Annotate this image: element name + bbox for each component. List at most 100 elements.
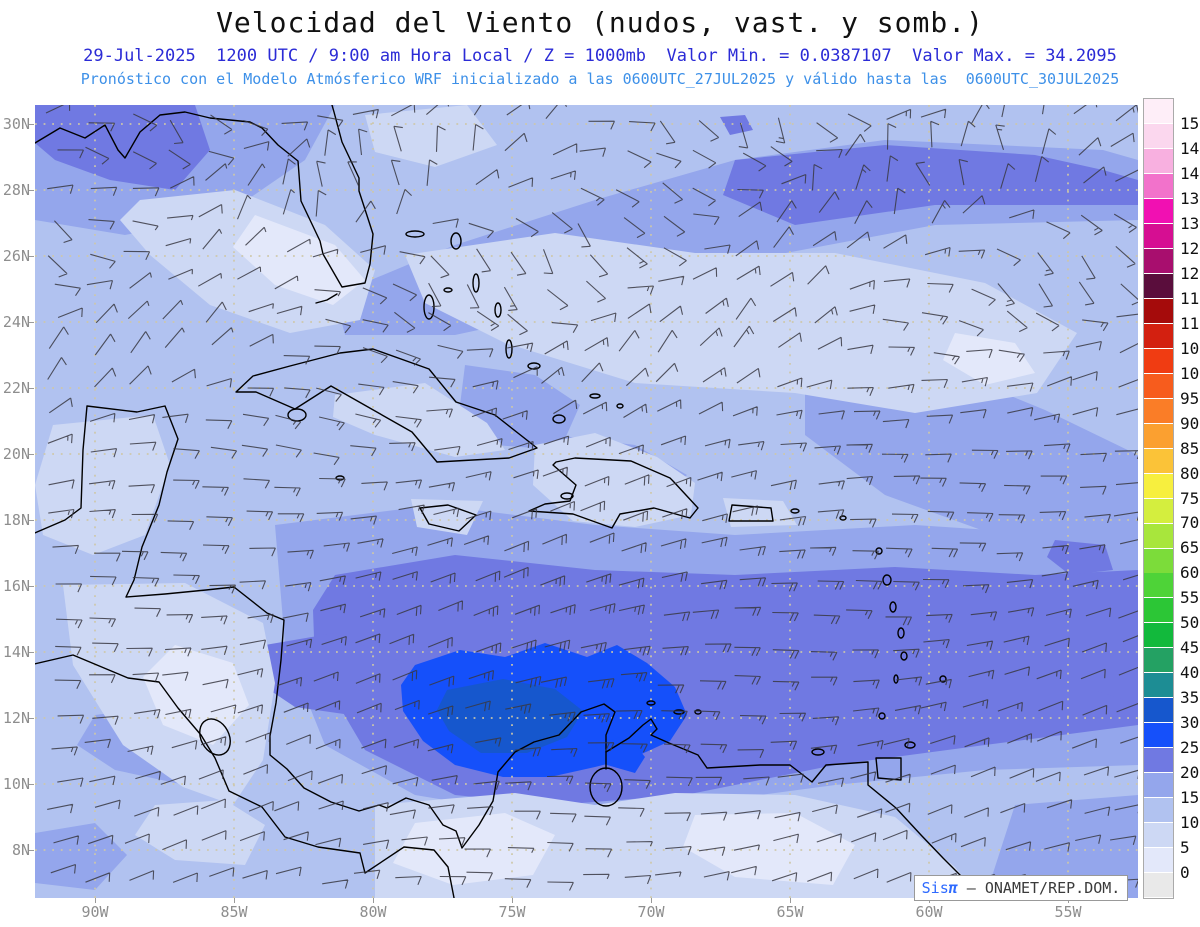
lat-label: 8N — [11, 841, 30, 859]
lon-label: 75W — [498, 903, 526, 921]
lat-label: 30N — [2, 115, 30, 133]
lat-tick — [29, 256, 34, 257]
colorbar-swatch — [1144, 448, 1173, 473]
lon-label: 90W — [81, 903, 109, 921]
colorbar-swatch — [1144, 298, 1173, 323]
colorbar-tick-label: 100 — [1180, 364, 1200, 383]
coast-jamaica — [419, 504, 477, 532]
colorbar-tick-label: 130 — [1180, 214, 1200, 233]
tobago — [904, 741, 916, 749]
lat-tick — [29, 652, 34, 653]
lat-tick — [29, 586, 34, 587]
branding-pi-logo: π — [948, 879, 958, 897]
colorbar-tick-label: 65 — [1180, 538, 1200, 557]
colorbar-swatch — [1144, 873, 1173, 898]
colorbar-swatch — [1144, 273, 1173, 298]
lon-label: 70W — [637, 903, 665, 921]
lat-label: 22N — [2, 379, 30, 397]
colorbar-swatch — [1144, 773, 1173, 798]
lat-label: 24N — [2, 313, 30, 331]
lat-tick — [29, 454, 34, 455]
coast-centam-pacific — [35, 654, 455, 898]
wind-barbs — [45, 105, 1138, 891]
colorbar-swatch — [1144, 698, 1173, 723]
lat-label: 18N — [2, 511, 30, 529]
lat-tick — [29, 718, 34, 719]
colorbar-swatch — [1144, 423, 1173, 448]
wind-speed-map — [35, 105, 1138, 898]
colorbar-tick-label: 70 — [1180, 513, 1200, 532]
colorbar-swatch — [1144, 498, 1173, 523]
colorbar-swatch — [1144, 398, 1173, 423]
colorbar-tick-label: 105 — [1180, 339, 1200, 358]
coast-us-florida — [35, 105, 374, 288]
colorbar-swatch — [1144, 223, 1173, 248]
colorbar-swatch — [1144, 673, 1173, 698]
colorbar-tick-label: 25 — [1180, 738, 1200, 757]
colorbar-tick-label: 10 — [1180, 813, 1200, 832]
colorbar-swatch — [1144, 473, 1173, 498]
colorbar-swatch — [1144, 173, 1173, 198]
colorbar-tick-label: 75 — [1180, 489, 1200, 508]
lon-tick — [790, 898, 791, 903]
lat-tick — [29, 124, 34, 125]
colorbar-tick-label: 135 — [1180, 189, 1200, 208]
colorbar-tick-label: 80 — [1180, 464, 1200, 483]
lon-label: 60W — [915, 903, 943, 921]
lat-label: 28N — [2, 181, 30, 199]
lat-tick — [29, 784, 34, 785]
lat-label: 20N — [2, 445, 30, 463]
lon-label: 80W — [359, 903, 387, 921]
colorbar-swatch — [1144, 323, 1173, 348]
lake-nicaragua — [199, 718, 231, 756]
lon-tick — [234, 898, 235, 903]
colorbar-swatch — [1144, 124, 1173, 148]
small-islands — [335, 230, 947, 756]
map-subtitle-model: Pronóstico con el Modelo Atmósferico WRF… — [80, 70, 1120, 88]
coast-hispaniola — [528, 457, 699, 529]
colorbar-swatch — [1144, 248, 1173, 273]
latlon-grid — [35, 105, 1138, 898]
lat-label: 12N — [2, 709, 30, 727]
colorbar-tick-label: 110 — [1180, 314, 1200, 333]
colorbar-swatch — [1144, 823, 1173, 848]
colorbar-tick-label: 15 — [1180, 788, 1200, 807]
coast-cuba — [235, 348, 538, 463]
lon-tick — [651, 898, 652, 903]
lon-label: 65W — [776, 903, 804, 921]
lat-label: 14N — [2, 643, 30, 661]
branding-separator: – — [957, 879, 985, 897]
lon-label: 55W — [1054, 903, 1082, 921]
colorbar-swatch — [1144, 99, 1173, 123]
colorbar-tick-label: 5 — [1180, 838, 1190, 857]
gonave-island — [560, 492, 574, 500]
lon-tick — [373, 898, 374, 903]
colorbar-swatch — [1144, 848, 1173, 873]
colorbar-swatch — [1144, 148, 1173, 173]
colorbar-tick-label: 40 — [1180, 663, 1200, 682]
colorbar-tick-label: 55 — [1180, 588, 1200, 607]
page-title: Velocidad del Viento (nudos, vast. y som… — [216, 6, 984, 39]
coast-centam-caribbean — [35, 405, 978, 898]
colorbar-tick-label: 90 — [1180, 414, 1200, 433]
lat-tick — [29, 322, 34, 323]
colorbar-swatch — [1144, 723, 1173, 748]
map-subtitle-validtime: 29-Jul-2025 1200 UTC / 9:00 am Hora Loca… — [83, 46, 1117, 66]
colorbar-swatch — [1144, 648, 1173, 673]
lon-tick — [95, 898, 96, 903]
branding-app: Sis — [921, 879, 949, 897]
lon-tick — [512, 898, 513, 903]
colorbar-tick-label: 140 — [1180, 164, 1200, 183]
lat-tick — [29, 520, 34, 521]
colorbar-swatch — [1144, 573, 1173, 598]
coastlines — [35, 105, 978, 898]
colorbar-tick-label: 0 — [1180, 863, 1190, 882]
colorbar-swatch — [1144, 598, 1173, 623]
colorbar-tick-label: 115 — [1180, 289, 1200, 308]
colorbar-swatch — [1144, 548, 1173, 573]
colorbar-tick-label: 125 — [1180, 239, 1200, 258]
lon-label: 85W — [220, 903, 248, 921]
colorbar-tick-label: 35 — [1180, 688, 1200, 707]
colorbar-swatch — [1144, 748, 1173, 773]
branding-org: ONAMET/REP.DOM. — [984, 879, 1121, 897]
